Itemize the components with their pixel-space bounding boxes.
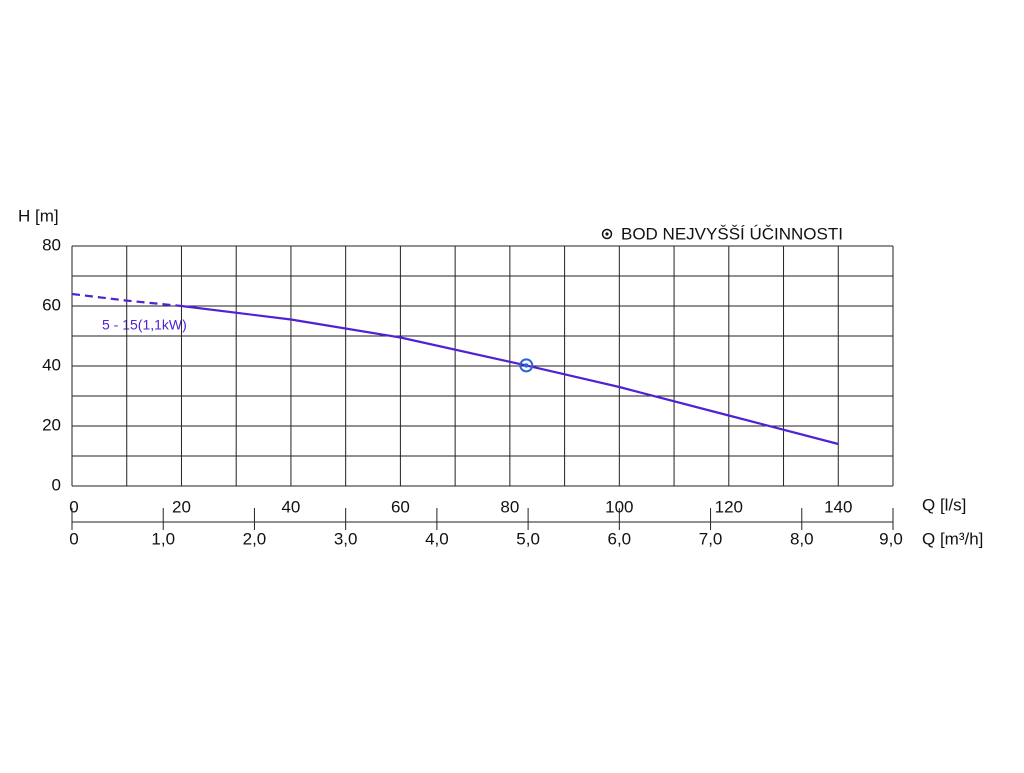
x2-tick-label: 2,0 <box>243 529 267 548</box>
y-tick-label: 20 <box>42 415 61 434</box>
x-tick-label: 120 <box>715 497 743 516</box>
y-axis-label: H [m] <box>18 206 59 225</box>
curve-label: 5 - 15(1,1kW) <box>102 317 187 333</box>
x2-tick-label: 7,0 <box>699 529 723 548</box>
x2-tick-label: 8,0 <box>790 529 814 548</box>
curve <box>71 292 182 308</box>
x2-tick-label: 1,0 <box>151 529 175 548</box>
x-tick-label: 20 <box>172 497 191 516</box>
y-tick-label: 80 <box>42 235 61 254</box>
x-tick-label: 40 <box>281 497 300 516</box>
x2-tick-label: 5,0 <box>516 529 540 548</box>
x-tick-label: 140 <box>824 497 852 516</box>
y-tick-label: 60 <box>42 295 61 314</box>
x2-tick-label: 9,0 <box>879 529 903 548</box>
x-tick-label: 60 <box>391 497 410 516</box>
bep-marker <box>519 358 534 373</box>
x2-tick-label: 6,0 <box>608 529 632 548</box>
bep-marker-dot <box>524 363 529 368</box>
legend-icon-dot <box>605 232 609 236</box>
x2-tick-label: 3,0 <box>334 529 358 548</box>
x-tick-label: 0 <box>69 497 78 516</box>
legend-label: BOD NEJVYŠŠÍ ÚČINNOSTI <box>621 224 843 243</box>
legend-icon <box>601 228 613 240</box>
y-tick-label: 0 <box>52 475 61 494</box>
x2-axis-label: Q [m³/h] <box>922 529 983 548</box>
x2-tick-label: 4,0 <box>425 529 449 548</box>
x2-tick-label: 0 <box>69 529 78 548</box>
x-tick-label: 80 <box>500 497 519 516</box>
x-axis-label: Q [l/s] <box>922 495 966 514</box>
y-tick-label: 40 <box>42 355 61 374</box>
x-tick-label: 100 <box>605 497 633 516</box>
